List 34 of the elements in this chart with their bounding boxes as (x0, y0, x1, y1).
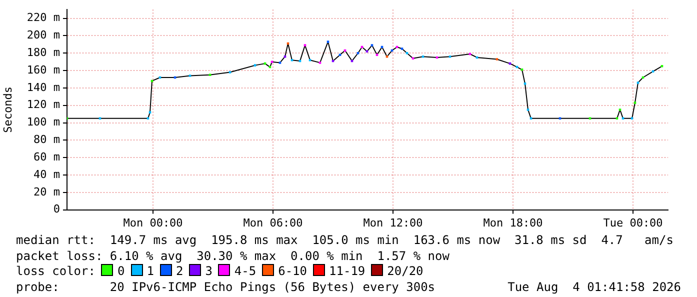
text: packet loss: 6.10 % avg 30.30 % max 0.00 % min 1.57 % now (15, 248, 450, 264)
x-tick-label: Mon 12:00 (363, 216, 423, 230)
legend-label: 20/20 (387, 264, 424, 278)
y-axis-title: Seconds (1, 86, 14, 133)
y-tick-label: 100 m (26, 116, 60, 129)
y-tick-label: 60 m (34, 150, 60, 164)
y-tick-label: 140 m (26, 80, 60, 94)
legend-label: 1 (146, 264, 154, 278)
legend-title: loss color: (16, 264, 96, 278)
legend-label: 6-10 (278, 264, 308, 278)
text: probe: 20 IPv6-ICMP Echo Pings (56 Bytes) every 300s (16, 280, 436, 294)
legend-label: 11-19 (329, 264, 366, 278)
x-tick-label: Mon 06:00 (243, 216, 303, 230)
point (406, 52, 408, 54)
x-tick-label: Mon 00:00 (123, 216, 183, 230)
y-tick-label: 20 m (34, 185, 60, 198)
text: median rtt: 149.7 ms avg 195.8 ms max 105.0 ms min 163.6 ms now 31.8 ms sd 4.7 am/s (15, 233, 674, 248)
point (356, 52, 360, 54)
y-tick-label: 80 m (34, 133, 60, 146)
y-tick-label: 200 m (26, 28, 60, 42)
text: Tue Aug 4 01:41:58 2026 (508, 280, 681, 295)
y-tick-label: 160 m (26, 63, 60, 76)
legend-label: 0 (117, 264, 125, 278)
y-tick-label: 0 (53, 202, 60, 216)
legend-label: 4-5 (234, 264, 256, 278)
y-tick-label: 180 m (26, 46, 60, 59)
legend-label: 3 (205, 264, 212, 278)
legend-label: 2 (176, 264, 184, 278)
y-tick-label: 120 m (26, 98, 60, 112)
x-tick-label: Tue 00:00 (603, 216, 663, 230)
y-tick-label: 220 m (26, 11, 60, 24)
x-tick-label: Mon 18:00 (483, 216, 543, 230)
point (366, 50, 368, 53)
y-tick-label: 40 m (34, 168, 60, 181)
